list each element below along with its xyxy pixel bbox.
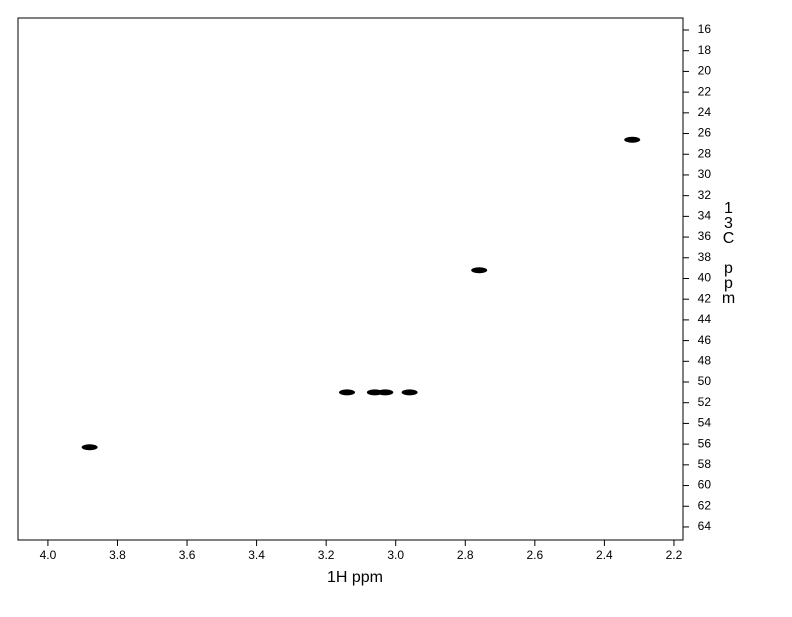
y-tick-label: 28 <box>698 146 712 160</box>
y-tick-label: 58 <box>698 457 712 471</box>
y-tick-label: 52 <box>698 395 712 409</box>
x-tick-label: 3.4 <box>248 548 265 562</box>
y-tick-label: 36 <box>698 229 712 243</box>
x-tick-label: 2.6 <box>526 548 543 562</box>
y-tick-label: 18 <box>698 43 712 57</box>
y-tick-label: 20 <box>698 64 712 78</box>
x-axis-label: 1H ppm <box>327 569 383 586</box>
x-tick-label: 2.8 <box>457 548 474 562</box>
x-tick-label: 3.8 <box>109 548 126 562</box>
y-tick-label: 40 <box>698 271 712 285</box>
x-tick-label: 3.6 <box>179 548 196 562</box>
y-tick-label: 44 <box>698 312 712 326</box>
y-tick-label: 60 <box>698 478 712 492</box>
peak <box>81 444 98 451</box>
plot-frame <box>17 17 684 541</box>
y-tick-label: 64 <box>698 519 712 533</box>
y-tick-label: 48 <box>698 353 712 367</box>
y-tick-label: 34 <box>698 209 712 223</box>
y-axis-label: 13C ppm <box>720 200 737 305</box>
y-tick-label: 50 <box>698 374 712 388</box>
y-tick-label: 54 <box>698 416 712 430</box>
peak <box>339 389 356 396</box>
y-tick-label: 62 <box>698 498 712 512</box>
peak <box>624 136 641 143</box>
y-tick-label: 24 <box>698 105 712 119</box>
y-tick-label: 26 <box>698 126 712 140</box>
y-tick-label: 46 <box>698 333 712 347</box>
x-tick-label: 2.4 <box>596 548 613 562</box>
y-tick-label: 38 <box>698 250 712 264</box>
peak <box>377 389 394 396</box>
y-tick-label: 22 <box>698 84 712 98</box>
y-tick-label: 32 <box>698 188 712 202</box>
y-tick-label: 16 <box>698 22 712 36</box>
y-tick-label: 42 <box>698 291 712 305</box>
x-tick-label: 2.2 <box>666 548 683 562</box>
x-tick-label: 3.2 <box>318 548 335 562</box>
x-tick-label: 4.0 <box>40 548 57 562</box>
y-tick-label: 56 <box>698 436 712 450</box>
peak <box>471 267 488 274</box>
y-tick-label: 30 <box>698 167 712 181</box>
peak <box>401 389 418 396</box>
x-tick-label: 3.0 <box>387 548 404 562</box>
